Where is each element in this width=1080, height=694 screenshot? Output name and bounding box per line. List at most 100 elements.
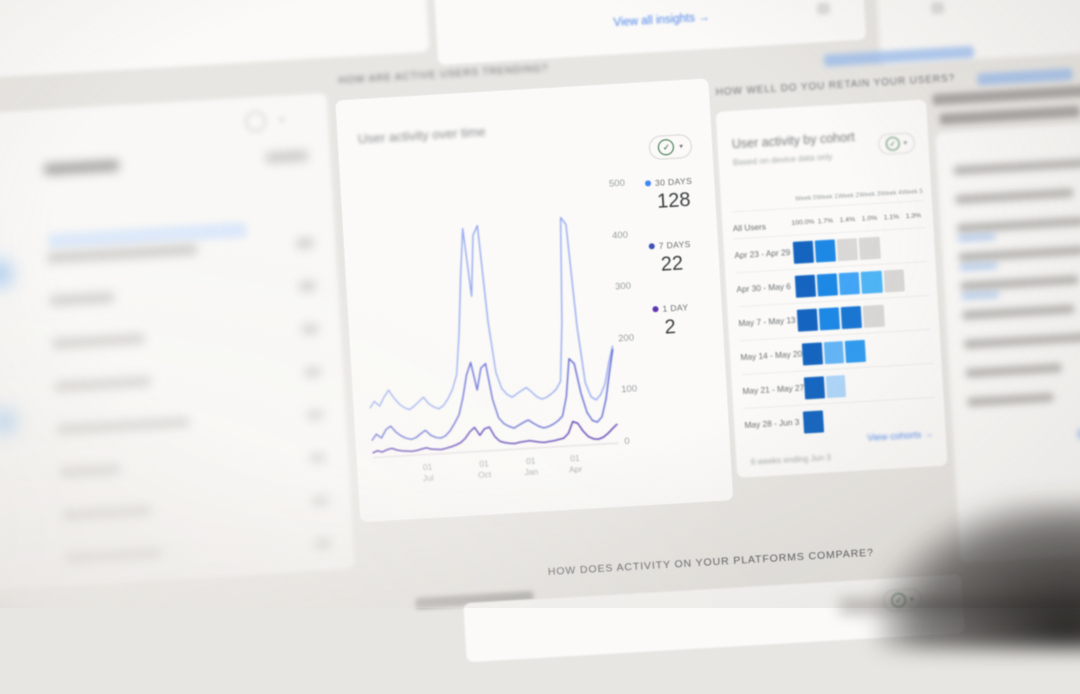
row-label-blurred <box>967 392 1054 407</box>
row-label-blurred <box>960 275 1079 292</box>
cohort-row[interactable]: May 21 - May 27 <box>741 362 935 404</box>
arrow-right-icon: → <box>923 428 934 441</box>
x-axis-tick: 01 Apr <box>568 452 583 475</box>
legend-item: 7 DAYS 22 <box>648 238 716 278</box>
legend-label: 1 DAY <box>662 302 689 314</box>
legend-dot-icon <box>648 243 655 250</box>
y-axis-tick: 0 <box>623 435 630 448</box>
row-label-blurred <box>958 245 1080 263</box>
list-item[interactable] <box>0 365 343 409</box>
cohort-row[interactable]: May 7 - May 13 <box>737 294 931 336</box>
section-header-retention: HOW WELL DO YOU RETAIN YOUR USERS? <box>715 72 956 99</box>
y-axis-tick: 400 <box>611 229 629 242</box>
insight-status-button[interactable]: ✓ ▾ <box>878 132 916 155</box>
blurred-link[interactable] <box>977 68 1073 86</box>
cohort-row-label: May 7 - May 13 <box>738 314 796 329</box>
cohort-cell <box>869 372 890 395</box>
left-report-card: ▾ <box>0 92 356 594</box>
row-label-blurred <box>64 547 162 564</box>
top-card-left <box>0 0 430 83</box>
activity-chart-svg <box>369 216 619 459</box>
list-item[interactable] <box>0 537 354 581</box>
arrow-right-icon: → <box>697 11 710 25</box>
row-label-blurred <box>52 333 145 349</box>
check-circle-icon: ✓ <box>657 138 675 156</box>
list-item[interactable] <box>0 408 346 452</box>
cohort-row[interactable]: May 14 - May 20 <box>739 328 933 370</box>
value-blurred <box>265 150 309 163</box>
x-axis-tick: 01 Jan <box>524 455 539 478</box>
week-header: Week 2 <box>837 191 860 201</box>
cohort-cell <box>836 238 859 262</box>
cohort-row[interactable]: Apr 23 - Apr 29 <box>733 227 927 268</box>
legend-dot-icon <box>652 305 659 313</box>
card-title: User activity by cohort <box>731 130 856 152</box>
cohort-cell <box>803 376 825 400</box>
row-label-blurred <box>49 292 115 307</box>
section-header-blurred <box>939 105 1080 125</box>
chart-legend: 30 DAYS 128 7 DAYS 22 1 DAY 2 <box>644 175 722 368</box>
cohort-cell <box>816 273 839 297</box>
cohort-row[interactable]: Apr 30 - May 6 <box>735 260 929 302</box>
list-item[interactable] <box>941 212 1080 247</box>
legend-value: 128 <box>656 188 692 213</box>
y-axis-tick: 200 <box>617 332 635 345</box>
cohort-cell <box>863 304 885 328</box>
cohort-cell <box>844 339 866 363</box>
insight-status-button[interactable]: ✓ ▾ <box>648 133 693 161</box>
section-header-trending: HOW ARE ACTIVE USERS TRENDING? <box>338 63 549 87</box>
cohort-cell <box>859 236 881 260</box>
cohort-footer-note: 6 weeks ending Jun 3 <box>750 452 832 467</box>
cohort-cell <box>861 270 883 294</box>
row-label-blurred <box>963 332 1080 349</box>
cohort-heatmap-table: Week 0 Week 1 Week 2 Week 3 Week 4 Week 5 All … <box>731 188 937 438</box>
row-value-blurred <box>314 538 332 549</box>
row-value-blurred <box>301 324 319 335</box>
card-subtitle: Based on device data only <box>732 151 833 168</box>
chevron-down-icon: ▾ <box>679 143 684 151</box>
chevron-down-icon: ▾ <box>904 140 908 147</box>
week-header: Week 5 <box>901 188 924 197</box>
list-item[interactable] <box>938 154 1080 189</box>
cohort-cell <box>905 268 926 291</box>
cohort-cell <box>796 308 819 332</box>
cohort-cell <box>910 336 931 359</box>
cohort-cell <box>814 239 837 263</box>
cohort-cell <box>818 307 841 331</box>
x-axis-tick: 01 Jul <box>422 461 434 484</box>
cohort-cell <box>792 240 815 264</box>
view-cohorts-link[interactable]: View cohorts → <box>867 429 934 444</box>
cohort-row-label: All Users <box>732 221 767 234</box>
photo-dark-corner <box>876 498 1080 648</box>
row-subtext-blurred <box>957 233 996 242</box>
x-axis-tick: 01 Oct <box>477 458 492 481</box>
cohort-cell <box>903 234 924 257</box>
row-value-blurred <box>304 367 321 378</box>
list-item[interactable] <box>0 494 351 538</box>
legend-dot-icon <box>644 180 652 187</box>
list-item[interactable] <box>0 322 341 366</box>
row-label-blurred <box>953 157 1080 176</box>
section-header-blurred <box>932 84 1080 106</box>
y-axis-tick: 100 <box>620 383 638 396</box>
cohort-row-label: May 28 - Jun 3 <box>744 416 800 431</box>
legend-value: 22 <box>660 252 684 276</box>
list-item[interactable] <box>0 279 338 323</box>
row-value-blurred <box>312 495 329 506</box>
user-activity-card: User activity over time ✓ ▾ 0 100 200 300 40… <box>334 77 735 524</box>
list-item[interactable] <box>944 269 1080 304</box>
list-item[interactable] <box>943 241 1080 276</box>
cohort-percentage: 1.4% <box>839 216 856 225</box>
cohort-percentage: 1.3% <box>905 212 922 221</box>
week-header: Week 1 <box>816 193 838 202</box>
cohort-cell <box>907 302 928 325</box>
row-label-blurred <box>54 376 152 392</box>
insight-circle-icon[interactable] <box>245 110 267 133</box>
cohort-percentage: 100.0% <box>791 218 815 227</box>
cohort-percentage: 1.0% <box>861 214 878 223</box>
chevron-down-icon[interactable]: ▾ <box>279 116 284 125</box>
card-title-blurred <box>43 159 120 176</box>
list-item[interactable] <box>0 451 349 495</box>
cohort-row-label: Apr 23 - Apr 29 <box>734 247 791 261</box>
list-item[interactable] <box>939 183 1080 218</box>
